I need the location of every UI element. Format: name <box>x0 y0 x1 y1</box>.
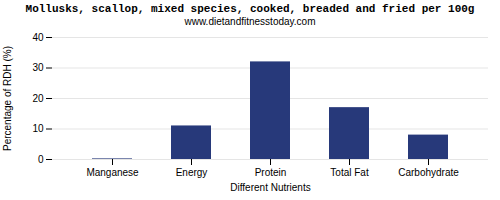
svg-text:Carbohydrate: Carbohydrate <box>398 167 459 178</box>
svg-text:10: 10 <box>32 123 44 134</box>
svg-text:Total Fat: Total Fat <box>330 167 369 178</box>
svg-text:40: 40 <box>32 32 44 43</box>
svg-text:Energy: Energy <box>176 167 208 178</box>
html-text:Mollusks, scallop, mixed speci: Mollusks, scallop, mixed species, cooked… <box>25 3 475 15</box>
html-text:www.dietandfitnesstoday.com: www.dietandfitnesstoday.com <box>184 16 316 27</box>
svg-text:0: 0 <box>38 154 44 165</box>
svg-text:Different Nutrients: Different Nutrients <box>230 182 310 193</box>
svg-text:30: 30 <box>32 62 44 73</box>
svg-text:Protein: Protein <box>255 167 287 178</box>
svg-text:20: 20 <box>32 93 44 104</box>
svg-text:Percentage of RDH (%): Percentage of RDH (%) <box>2 46 13 151</box>
svg-text:Manganese: Manganese <box>86 167 139 178</box>
